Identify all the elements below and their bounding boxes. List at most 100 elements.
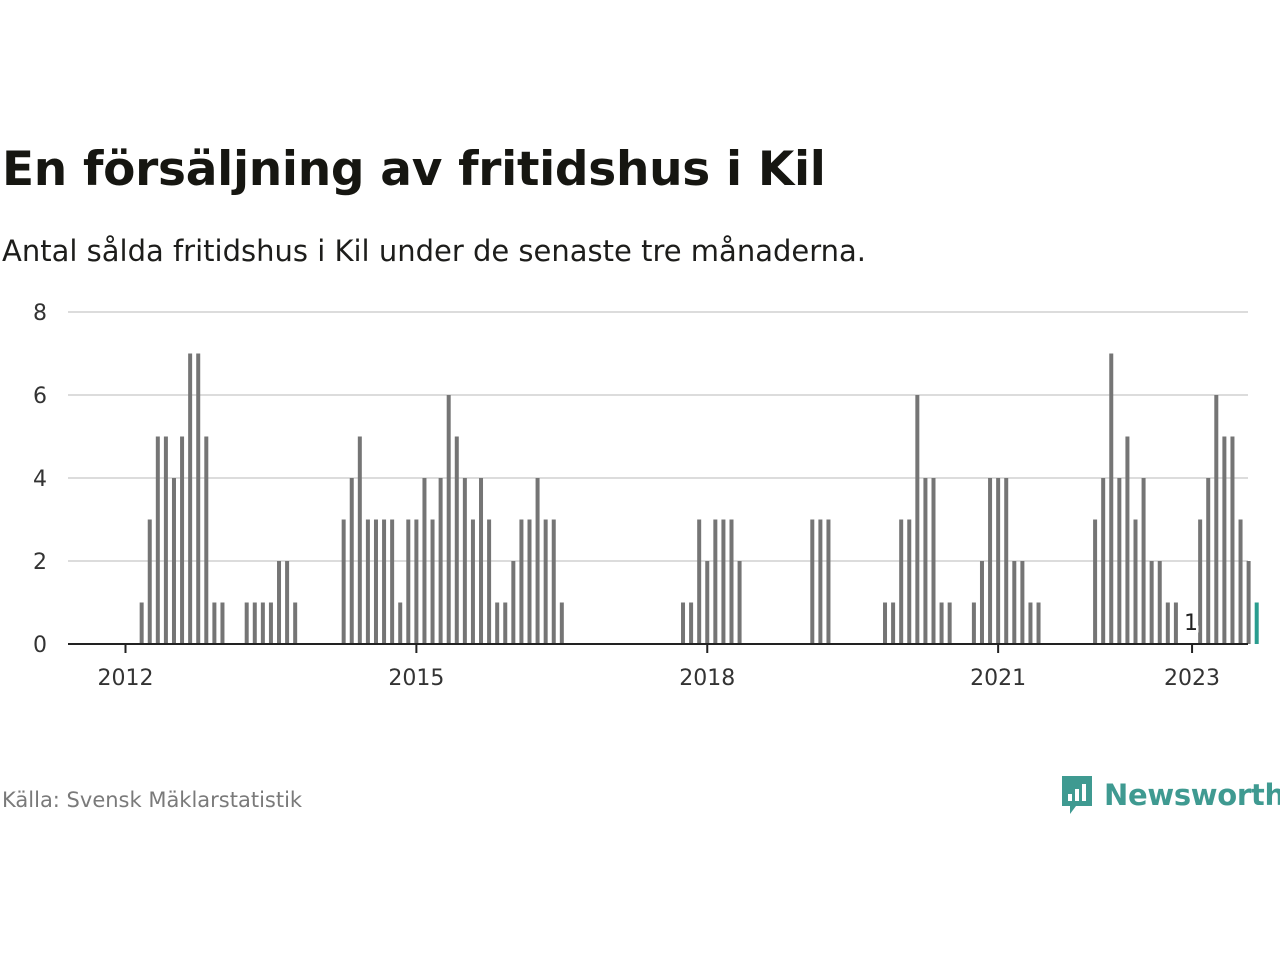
bar (446, 395, 451, 644)
bar (293, 602, 298, 644)
bar (495, 602, 500, 644)
bar (155, 436, 160, 644)
gridlines (68, 311, 1248, 562)
x-axis: 2012 2015 2018 2021 2023 (68, 643, 1248, 691)
bar (697, 519, 702, 644)
y-tick-label: 2 (33, 550, 47, 575)
bar (1141, 478, 1146, 644)
bar (1165, 602, 1170, 644)
bar (713, 519, 718, 644)
bar (503, 602, 508, 644)
bar (1157, 561, 1162, 644)
bar (721, 519, 726, 644)
annotations: 1 (1182, 609, 1201, 639)
bar (971, 602, 976, 644)
bar (373, 519, 378, 644)
source-note: Källa: Svensk Mäklarstatistik (2, 788, 303, 812)
bar (907, 519, 912, 644)
x-tick-label: 2021 (970, 666, 1026, 691)
bar (979, 561, 984, 644)
bar (188, 353, 193, 644)
newsworthy-logo-icon (1062, 776, 1092, 814)
bar (171, 478, 176, 644)
bar (163, 436, 168, 644)
bar (527, 519, 532, 644)
bar (1238, 519, 1243, 644)
chart-subtitle: Antal sålda fritidshus i Kil under de se… (2, 234, 866, 268)
bar (1117, 478, 1122, 644)
bar (923, 478, 928, 644)
bar (1246, 561, 1251, 644)
bar (681, 602, 686, 644)
bar (1020, 561, 1025, 644)
bar (883, 602, 888, 644)
bar (1101, 478, 1106, 644)
bar (438, 478, 443, 644)
bar (988, 478, 993, 644)
y-axis-labels: 0 2 4 6 8 (33, 301, 47, 658)
bar (422, 478, 427, 644)
bar (996, 478, 1001, 644)
bar (277, 561, 282, 644)
bar (1093, 519, 1098, 644)
chart-title: En försäljning av fritidshus i Kil (2, 142, 826, 197)
bar (511, 561, 516, 644)
bar (947, 602, 952, 644)
bar (1012, 561, 1017, 644)
bar (1028, 602, 1033, 644)
bar (729, 519, 734, 644)
bar (915, 395, 920, 644)
bar (147, 519, 152, 644)
y-tick-label: 4 (33, 467, 47, 492)
bar (818, 519, 823, 644)
bar (810, 519, 815, 644)
bar (180, 436, 185, 644)
bar (519, 519, 524, 644)
bar (365, 519, 370, 644)
bar (487, 519, 492, 644)
bar (705, 561, 710, 644)
bars (139, 353, 1259, 644)
y-tick-label: 0 (33, 633, 47, 658)
x-tick-label: 2012 (98, 666, 154, 691)
y-tick-label: 8 (33, 301, 47, 326)
bar (244, 602, 249, 644)
bar (470, 519, 475, 644)
bar (454, 436, 459, 644)
bar (382, 519, 387, 644)
bar (899, 519, 904, 644)
bar (196, 353, 201, 644)
data-label: 1 (1184, 611, 1198, 636)
y-tick-label: 6 (33, 384, 47, 409)
bar (1198, 519, 1203, 644)
x-tick-label: 2023 (1164, 666, 1220, 691)
bar (931, 478, 936, 644)
bar (939, 602, 944, 644)
bar (212, 602, 217, 644)
bar (430, 519, 435, 644)
bar (1173, 602, 1178, 644)
bar (1133, 519, 1138, 644)
bar (551, 519, 556, 644)
bar (357, 436, 362, 644)
bar (559, 602, 564, 644)
bar (220, 602, 225, 644)
bar (139, 602, 144, 644)
bar (1109, 353, 1114, 644)
bar (349, 478, 354, 644)
bar (1230, 436, 1235, 644)
bar (204, 436, 209, 644)
bar (1125, 436, 1130, 644)
bar (1254, 602, 1259, 644)
bar (1004, 478, 1009, 644)
bar (1206, 478, 1211, 644)
bar (252, 602, 257, 644)
bar (462, 478, 467, 644)
bar (737, 561, 742, 644)
bar (390, 519, 395, 644)
bar (535, 478, 540, 644)
bar (268, 602, 273, 644)
bar (1036, 602, 1041, 644)
bar (1222, 436, 1227, 644)
bar (1214, 395, 1219, 644)
